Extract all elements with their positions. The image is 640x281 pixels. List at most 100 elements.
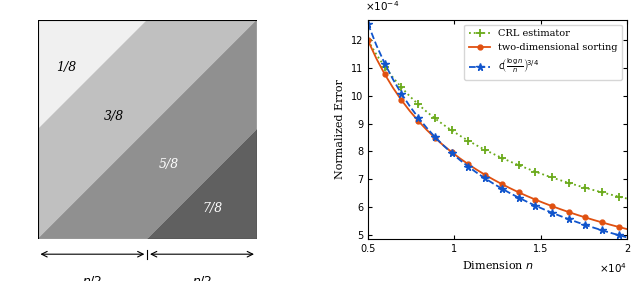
two-dimensional sorting	[598, 221, 606, 224]
$c\!\left(\frac{\log n}{n}\right)^{\!3/4}$	[498, 187, 506, 190]
$c\!\left(\frac{\log n}{n}\right)^{\!3/4}$	[523, 200, 531, 203]
$c\!\left(\frac{\log n}{n}\right)^{\!3/4}$	[506, 192, 514, 195]
$c\!\left(\frac{\log n}{n}\right)^{\!3/4}$	[431, 135, 439, 139]
CRL estimator	[590, 189, 598, 192]
CRL estimator	[448, 129, 456, 132]
two-dimensional sorting	[490, 178, 497, 181]
two-dimensional sorting	[422, 128, 430, 132]
CRL estimator	[465, 139, 472, 142]
Polygon shape	[147, 129, 257, 239]
$c\!\left(\frac{\log n}{n}\right)^{\!3/4}$	[590, 226, 598, 229]
CRL estimator	[473, 144, 481, 147]
two-dimensional sorting	[440, 144, 447, 147]
two-dimensional sorting	[381, 72, 388, 76]
$c\!\left(\frac{\log n}{n}\right)^{\!3/4}$	[414, 116, 422, 119]
two-dimensional sorting	[540, 201, 547, 205]
two-dimensional sorting	[506, 187, 514, 190]
X-axis label: Dimension $n$: Dimension $n$	[461, 259, 534, 271]
$c\!\left(\frac{\log n}{n}\right)^{\!3/4}$	[615, 234, 623, 237]
Polygon shape	[38, 20, 257, 239]
$c\!\left(\frac{\log n}{n}\right)^{\!3/4}$	[389, 78, 397, 81]
Text: 7/8: 7/8	[203, 202, 223, 215]
$c\!\left(\frac{\log n}{n}\right)^{\!3/4}$	[556, 214, 564, 218]
Polygon shape	[38, 20, 147, 129]
CRL estimator	[422, 110, 430, 113]
CRL estimator	[397, 86, 405, 89]
$c\!\left(\frac{\log n}{n}\right)^{\!3/4}$	[465, 165, 472, 168]
CRL estimator	[481, 148, 489, 151]
two-dimensional sorting	[623, 227, 631, 231]
$c\!\left(\frac{\log n}{n}\right)^{\!3/4}$	[381, 62, 388, 65]
two-dimensional sorting	[590, 218, 598, 222]
$c\!\left(\frac{\log n}{n}\right)^{\!3/4}$	[448, 151, 456, 155]
Line: two-dimensional sorting: two-dimensional sorting	[365, 38, 630, 232]
$c\!\left(\frac{\log n}{n}\right)^{\!3/4}$	[372, 44, 380, 47]
$c\!\left(\frac{\log n}{n}\right)^{\!3/4}$	[397, 92, 405, 95]
Polygon shape	[38, 20, 257, 239]
two-dimensional sorting	[389, 86, 397, 90]
CRL estimator	[615, 195, 623, 198]
CRL estimator	[573, 184, 581, 187]
$c\!\left(\frac{\log n}{n}\right)^{\!3/4}$	[440, 144, 447, 147]
$c\!\left(\frac{\log n}{n}\right)^{\!3/4}$	[565, 217, 573, 221]
Text: 3/8: 3/8	[104, 110, 124, 123]
Line: CRL estimator: CRL estimator	[364, 36, 632, 203]
CRL estimator	[414, 103, 422, 106]
two-dimensional sorting	[364, 39, 372, 42]
CRL estimator	[523, 167, 531, 170]
two-dimensional sorting	[531, 198, 539, 201]
$c\!\left(\frac{\log n}{n}\right)^{\!3/4}$	[490, 182, 497, 185]
two-dimensional sorting	[414, 119, 422, 123]
Y-axis label: Normalized Error: Normalized Error	[335, 79, 345, 179]
CRL estimator	[381, 65, 388, 69]
$c\!\left(\frac{\log n}{n}\right)^{\!3/4}$	[531, 204, 539, 207]
Text: 5/8: 5/8	[159, 158, 179, 171]
$c\!\left(\frac{\log n}{n}\right)^{\!3/4}$	[598, 229, 606, 232]
$c\!\left(\frac{\log n}{n}\right)^{\!3/4}$	[364, 22, 372, 26]
two-dimensional sorting	[406, 109, 413, 113]
CRL estimator	[364, 39, 372, 42]
CRL estimator	[498, 156, 506, 160]
CRL estimator	[389, 76, 397, 79]
$c\!\left(\frac{\log n}{n}\right)^{\!3/4}$	[607, 231, 614, 234]
CRL estimator	[440, 123, 447, 126]
$c\!\left(\frac{\log n}{n}\right)^{\!3/4}$	[548, 211, 556, 214]
CRL estimator	[456, 134, 464, 137]
$c\!\left(\frac{\log n}{n}\right)^{\!3/4}$	[456, 158, 464, 162]
two-dimensional sorting	[431, 136, 439, 139]
Text: 1/8: 1/8	[56, 61, 76, 74]
Text: $n/2$: $n/2$	[192, 274, 212, 281]
two-dimensional sorting	[565, 210, 573, 214]
CRL estimator	[598, 191, 606, 194]
CRL estimator	[531, 170, 539, 173]
Text: $\times 10^{-4}$: $\times 10^{-4}$	[365, 0, 400, 13]
$c\!\left(\frac{\log n}{n}\right)^{\!3/4}$	[515, 196, 522, 199]
$c\!\left(\frac{\log n}{n}\right)^{\!3/4}$	[540, 208, 547, 211]
CRL estimator	[372, 53, 380, 56]
CRL estimator	[515, 163, 522, 167]
two-dimensional sorting	[523, 194, 531, 198]
CRL estimator	[565, 181, 573, 185]
CRL estimator	[623, 197, 631, 200]
CRL estimator	[556, 178, 564, 182]
two-dimensional sorting	[615, 225, 623, 229]
$c\!\left(\frac{\log n}{n}\right)^{\!3/4}$	[582, 223, 589, 227]
$c\!\left(\frac{\log n}{n}\right)^{\!3/4}$	[573, 221, 581, 224]
two-dimensional sorting	[481, 173, 489, 176]
$c\!\left(\frac{\log n}{n}\right)^{\!3/4}$	[406, 105, 413, 108]
two-dimensional sorting	[456, 157, 464, 160]
two-dimensional sorting	[607, 223, 614, 226]
$c\!\left(\frac{\log n}{n}\right)^{\!3/4}$	[481, 177, 489, 180]
two-dimensional sorting	[556, 207, 564, 211]
$c\!\left(\frac{\log n}{n}\right)^{\!3/4}$	[473, 171, 481, 175]
two-dimensional sorting	[473, 168, 481, 171]
two-dimensional sorting	[515, 191, 522, 194]
two-dimensional sorting	[465, 163, 472, 166]
CRL estimator	[406, 95, 413, 98]
two-dimensional sorting	[372, 57, 380, 60]
Text: $\times 10^4$: $\times 10^4$	[599, 261, 627, 275]
Text: $n/2$: $n/2$	[83, 274, 102, 281]
Line: $c\!\left(\frac{\log n}{n}\right)^{\!3/4}$: $c\!\left(\frac{\log n}{n}\right)^{\!3/4…	[364, 20, 631, 241]
CRL estimator	[582, 186, 589, 189]
CRL estimator	[540, 173, 547, 176]
